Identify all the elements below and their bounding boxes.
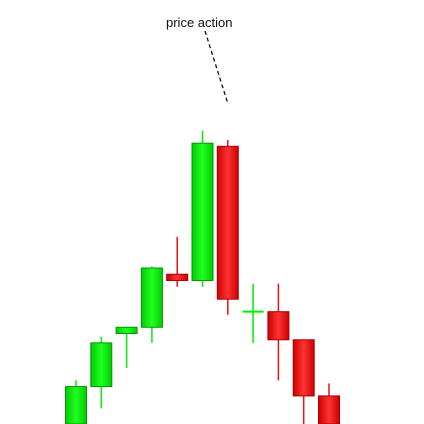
annotation-leader-line [204,30,229,105]
candle-body [115,326,138,335]
candle-body [166,273,189,281]
candle-body [191,142,214,281]
annotation-layer: price action [166,15,232,105]
candle-9 [267,283,290,381]
candle-body [65,386,87,424]
candles-layer [65,130,340,424]
candle-body [140,267,163,328]
candle-3 [115,326,138,368]
candle-6 [191,130,214,287]
candle-8 [242,283,264,343]
candle-5 [166,236,189,287]
candle-1 [65,380,87,424]
candle-body [90,342,113,388]
candle-body [216,145,239,300]
annotation-label: price action [166,15,232,30]
candle-body [318,395,340,424]
candle-11 [318,383,340,424]
candle-body [292,339,315,397]
candle-body [267,311,290,341]
candle-10 [292,339,315,424]
candle-2 [90,336,113,409]
candle-7 [216,140,239,315]
candle-4 [140,266,163,343]
